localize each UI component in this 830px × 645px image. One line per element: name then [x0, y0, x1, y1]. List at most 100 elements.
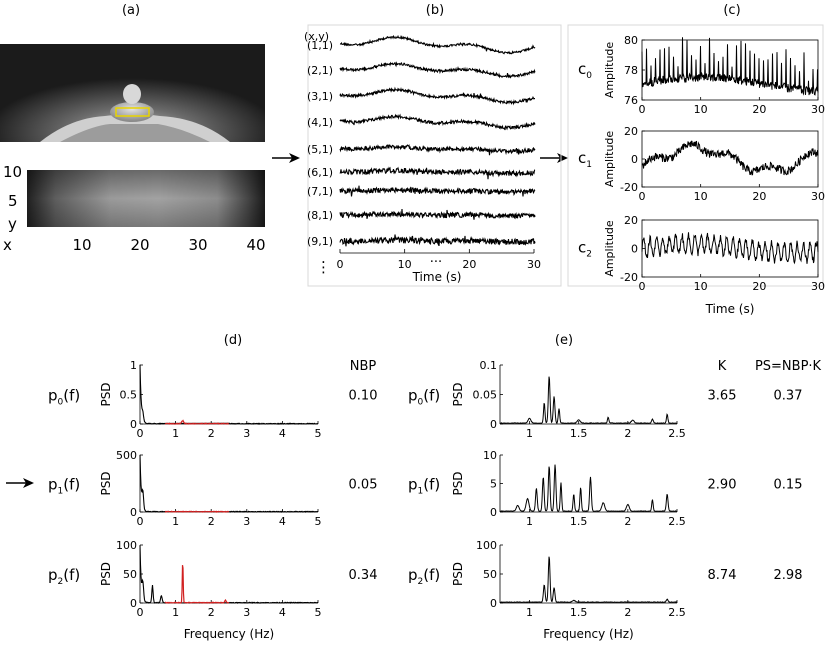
- psd-xtick: 1: [172, 606, 179, 619]
- pixel-trace: [339, 209, 536, 220]
- psd-band-zoom-curve: [499, 464, 678, 513]
- psd-ytick: 50: [123, 568, 137, 581]
- arrow-b-to-c: [540, 153, 568, 163]
- k-header: K: [718, 359, 727, 374]
- spectrum-label-e-p1: p1(f): [408, 476, 440, 497]
- psd-ytick: 0: [130, 597, 137, 610]
- psd-ytick: 0.1: [480, 359, 498, 372]
- psd-ylabel: PSD: [99, 471, 113, 495]
- psd-xtick: 2.5: [668, 606, 686, 619]
- psd-xtick: 1: [526, 606, 533, 619]
- arrow-select-p1: [6, 478, 34, 488]
- component-ytick: -20: [620, 271, 638, 284]
- nbp-value: 0.34: [349, 568, 378, 583]
- psd-xtick: 1.5: [570, 515, 588, 528]
- pixel-row-label: (8,1): [307, 209, 333, 222]
- component-xtick: 0: [639, 190, 646, 203]
- pixel-row-label: (1,1): [307, 39, 333, 52]
- component-xtick: 20: [752, 190, 766, 203]
- psd-xtick: 1: [172, 427, 179, 440]
- psd-curve: [139, 454, 319, 513]
- pixel-trace: [339, 166, 536, 180]
- crop-xtick-10: 10: [72, 236, 91, 254]
- nbp-value: 0.10: [349, 389, 378, 404]
- component-xtick: 0: [639, 280, 646, 293]
- component-xtick: 20: [752, 103, 766, 116]
- pixel-trace: [339, 144, 536, 156]
- ps-value: 2.98: [774, 568, 803, 583]
- pixel-row-label: (7,1): [307, 185, 333, 198]
- crop-ytick-10: 10: [3, 163, 22, 181]
- pixel-trace: [339, 86, 535, 106]
- psd-xtick: 2: [624, 606, 631, 619]
- psd-xtick: 2: [624, 427, 631, 440]
- psd-ytick: 500: [116, 449, 137, 462]
- panel-c-box: [567, 24, 824, 287]
- panel-e-xlabel: Frequency (Hz): [543, 627, 634, 641]
- ps-header: PS=NBP·K: [755, 359, 822, 374]
- component-xtick: 10: [694, 103, 708, 116]
- psd-xtick: 2: [208, 606, 215, 619]
- roi-box: [115, 107, 150, 117]
- component-xtick: 10: [694, 280, 708, 293]
- component-ytick: 76: [624, 94, 638, 107]
- panel-b-xtick: 0: [337, 258, 344, 271]
- psd-xtick: 2: [208, 515, 215, 528]
- pixel-row-label: (2,1): [307, 64, 333, 77]
- psd-xtick: 5: [315, 515, 322, 528]
- psd-ylabel: PSD: [99, 382, 113, 406]
- psd-xtick: 4: [279, 606, 286, 619]
- pixel-header: (x,y): [304, 30, 329, 43]
- component-signal: [641, 140, 819, 176]
- spectrum-label-d-p2: p2(f): [48, 566, 80, 587]
- psd-ytick: 100: [116, 539, 137, 552]
- panel-letter-c: (c): [723, 3, 740, 18]
- psd-band-curve: [164, 510, 230, 513]
- panel-b-xtick: 10: [398, 258, 412, 271]
- psd-ylabel: PSD: [451, 562, 465, 586]
- psd-xtick: 1: [172, 515, 179, 528]
- psd-xtick: 3: [243, 606, 250, 619]
- psd-xtick: 2.5: [668, 427, 686, 440]
- psd-ytick: 0.05: [473, 389, 498, 402]
- crop-ylabel: y: [8, 215, 17, 233]
- psd-xtick: 3: [243, 427, 250, 440]
- psd-xtick: 4: [279, 515, 286, 528]
- panel-b-xtick: 20: [462, 258, 476, 271]
- component-label-c2: c2: [578, 239, 592, 260]
- psd-xtick: 1: [526, 427, 533, 440]
- psd-ytick: 0.5: [120, 389, 138, 402]
- nbp-header: NBP: [350, 359, 377, 374]
- panel-letter-a: (a): [122, 3, 140, 18]
- psd-xtick: 3: [243, 515, 250, 528]
- spectrum-label-e-p0: p0(f): [408, 387, 440, 408]
- component-xtick: 20: [752, 280, 766, 293]
- component-label-c0: c0: [578, 60, 592, 81]
- component-label-c1: c1: [578, 149, 592, 170]
- psd-xtick: 0: [137, 515, 144, 528]
- panel-b-xtick: 30: [527, 258, 541, 271]
- psd-band-zoom-curve: [499, 556, 678, 604]
- pixel-traces: [339, 34, 536, 247]
- k-value: 3.65: [708, 389, 737, 404]
- psd-ytick: 100: [476, 539, 497, 552]
- k-value: 8.74: [708, 568, 737, 583]
- psd-xtick: 5: [315, 427, 322, 440]
- psd-xtick: 2: [208, 427, 215, 440]
- psd-ytick: 50: [483, 568, 497, 581]
- component-ytick: 0: [631, 153, 638, 166]
- psd-ylabel: PSD: [99, 562, 113, 586]
- psd-curve: [139, 364, 319, 425]
- ps-value: 0.15: [774, 478, 803, 493]
- panel-c-xlabel: Time (s): [705, 302, 755, 316]
- psd-band-curve: [164, 564, 230, 604]
- psd-xtick: 1: [526, 515, 533, 528]
- psd-xtick: 2.5: [668, 515, 686, 528]
- psd-ytick: 0: [130, 418, 137, 431]
- component-signal: [641, 37, 819, 96]
- psd-band-curve: [164, 419, 230, 425]
- crop-ytick-5: 5: [8, 192, 18, 210]
- ps-value: 0.37: [774, 389, 803, 404]
- panel-letter-e: (e): [555, 333, 573, 348]
